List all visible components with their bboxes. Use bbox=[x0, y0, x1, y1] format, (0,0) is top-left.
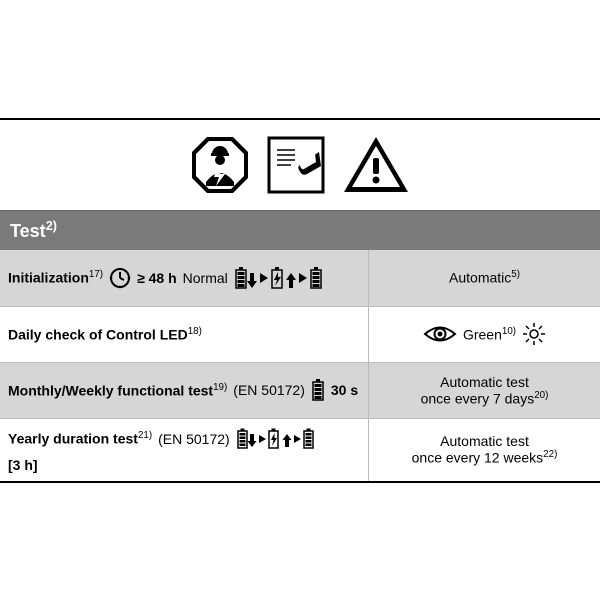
eye-icon bbox=[423, 323, 457, 345]
row-daily: Daily check of Control LED18) Green10) bbox=[0, 306, 600, 362]
battery-cycle-icon bbox=[234, 265, 344, 291]
battery-icon bbox=[311, 378, 325, 402]
row-yearly-right: Automatic test once every 12 weeks22) bbox=[368, 419, 600, 481]
init-right-sup: 5) bbox=[511, 269, 520, 280]
yearly-right-sup: 22) bbox=[543, 449, 557, 460]
row-initialization-right: Automatic5) bbox=[368, 250, 600, 306]
row-yearly-left: Yearly duration test21) (EN 50172) [3 h] bbox=[0, 419, 368, 481]
header-sup: 2) bbox=[46, 219, 57, 233]
init-sup: 17) bbox=[89, 269, 103, 280]
yearly-duration: [3 h] bbox=[8, 457, 38, 473]
daily-right-label: Green bbox=[463, 326, 502, 342]
row-monthly-left: Monthly/Weekly functional test19) (EN 50… bbox=[0, 363, 368, 418]
yearly-sup: 21) bbox=[138, 430, 152, 441]
battery-cycle-icon bbox=[236, 427, 332, 451]
yearly-right-line1: Automatic test bbox=[440, 433, 529, 449]
yearly-label: Yearly duration test bbox=[8, 431, 138, 447]
warning-triangle-icon bbox=[341, 134, 411, 196]
row-monthly-right: Automatic test once every 7 days20) bbox=[368, 363, 600, 418]
init-right-label: Automatic bbox=[449, 270, 511, 286]
daily-right-sup: 10) bbox=[502, 326, 516, 337]
monthly-right-line2: once every 7 days bbox=[421, 390, 535, 406]
monthly-right-sup: 20) bbox=[534, 390, 548, 401]
safety-icons-row bbox=[0, 120, 600, 210]
row-daily-left: Daily check of Control LED18) bbox=[0, 307, 368, 362]
row-daily-right: Green10) bbox=[368, 307, 600, 362]
header-label: Test bbox=[10, 221, 46, 241]
row-initialization: Initialization17) ≥ 48 h Normal bbox=[0, 250, 600, 306]
test-table: Test2) Initialization17) ≥ 48 h Normal bbox=[0, 118, 600, 483]
init-label: Initialization bbox=[8, 270, 89, 286]
init-mode: Normal bbox=[183, 270, 228, 286]
electrician-warning-icon bbox=[189, 134, 251, 196]
sun-icon bbox=[522, 322, 546, 346]
monthly-label: Monthly/Weekly functional test bbox=[8, 382, 213, 398]
row-yearly: Yearly duration test21) (EN 50172) [3 h]… bbox=[0, 418, 600, 481]
daily-sup: 18) bbox=[188, 326, 202, 337]
yearly-right-line2: once every 12 weeks bbox=[412, 450, 544, 466]
row-monthly: Monthly/Weekly functional test19) (EN 50… bbox=[0, 362, 600, 418]
monthly-sup: 19) bbox=[213, 382, 227, 393]
table-header: Test2) bbox=[0, 210, 600, 250]
read-manual-icon bbox=[265, 134, 327, 196]
monthly-standard: (EN 50172) bbox=[233, 382, 305, 398]
init-duration: ≥ 48 h bbox=[137, 270, 177, 286]
yearly-standard: (EN 50172) bbox=[158, 431, 230, 447]
daily-label: Daily check of Control LED bbox=[8, 326, 188, 342]
clock-icon bbox=[109, 267, 131, 289]
monthly-right-line1: Automatic test bbox=[440, 374, 529, 390]
row-initialization-left: Initialization17) ≥ 48 h Normal bbox=[0, 250, 368, 306]
monthly-duration: 30 s bbox=[331, 382, 358, 398]
